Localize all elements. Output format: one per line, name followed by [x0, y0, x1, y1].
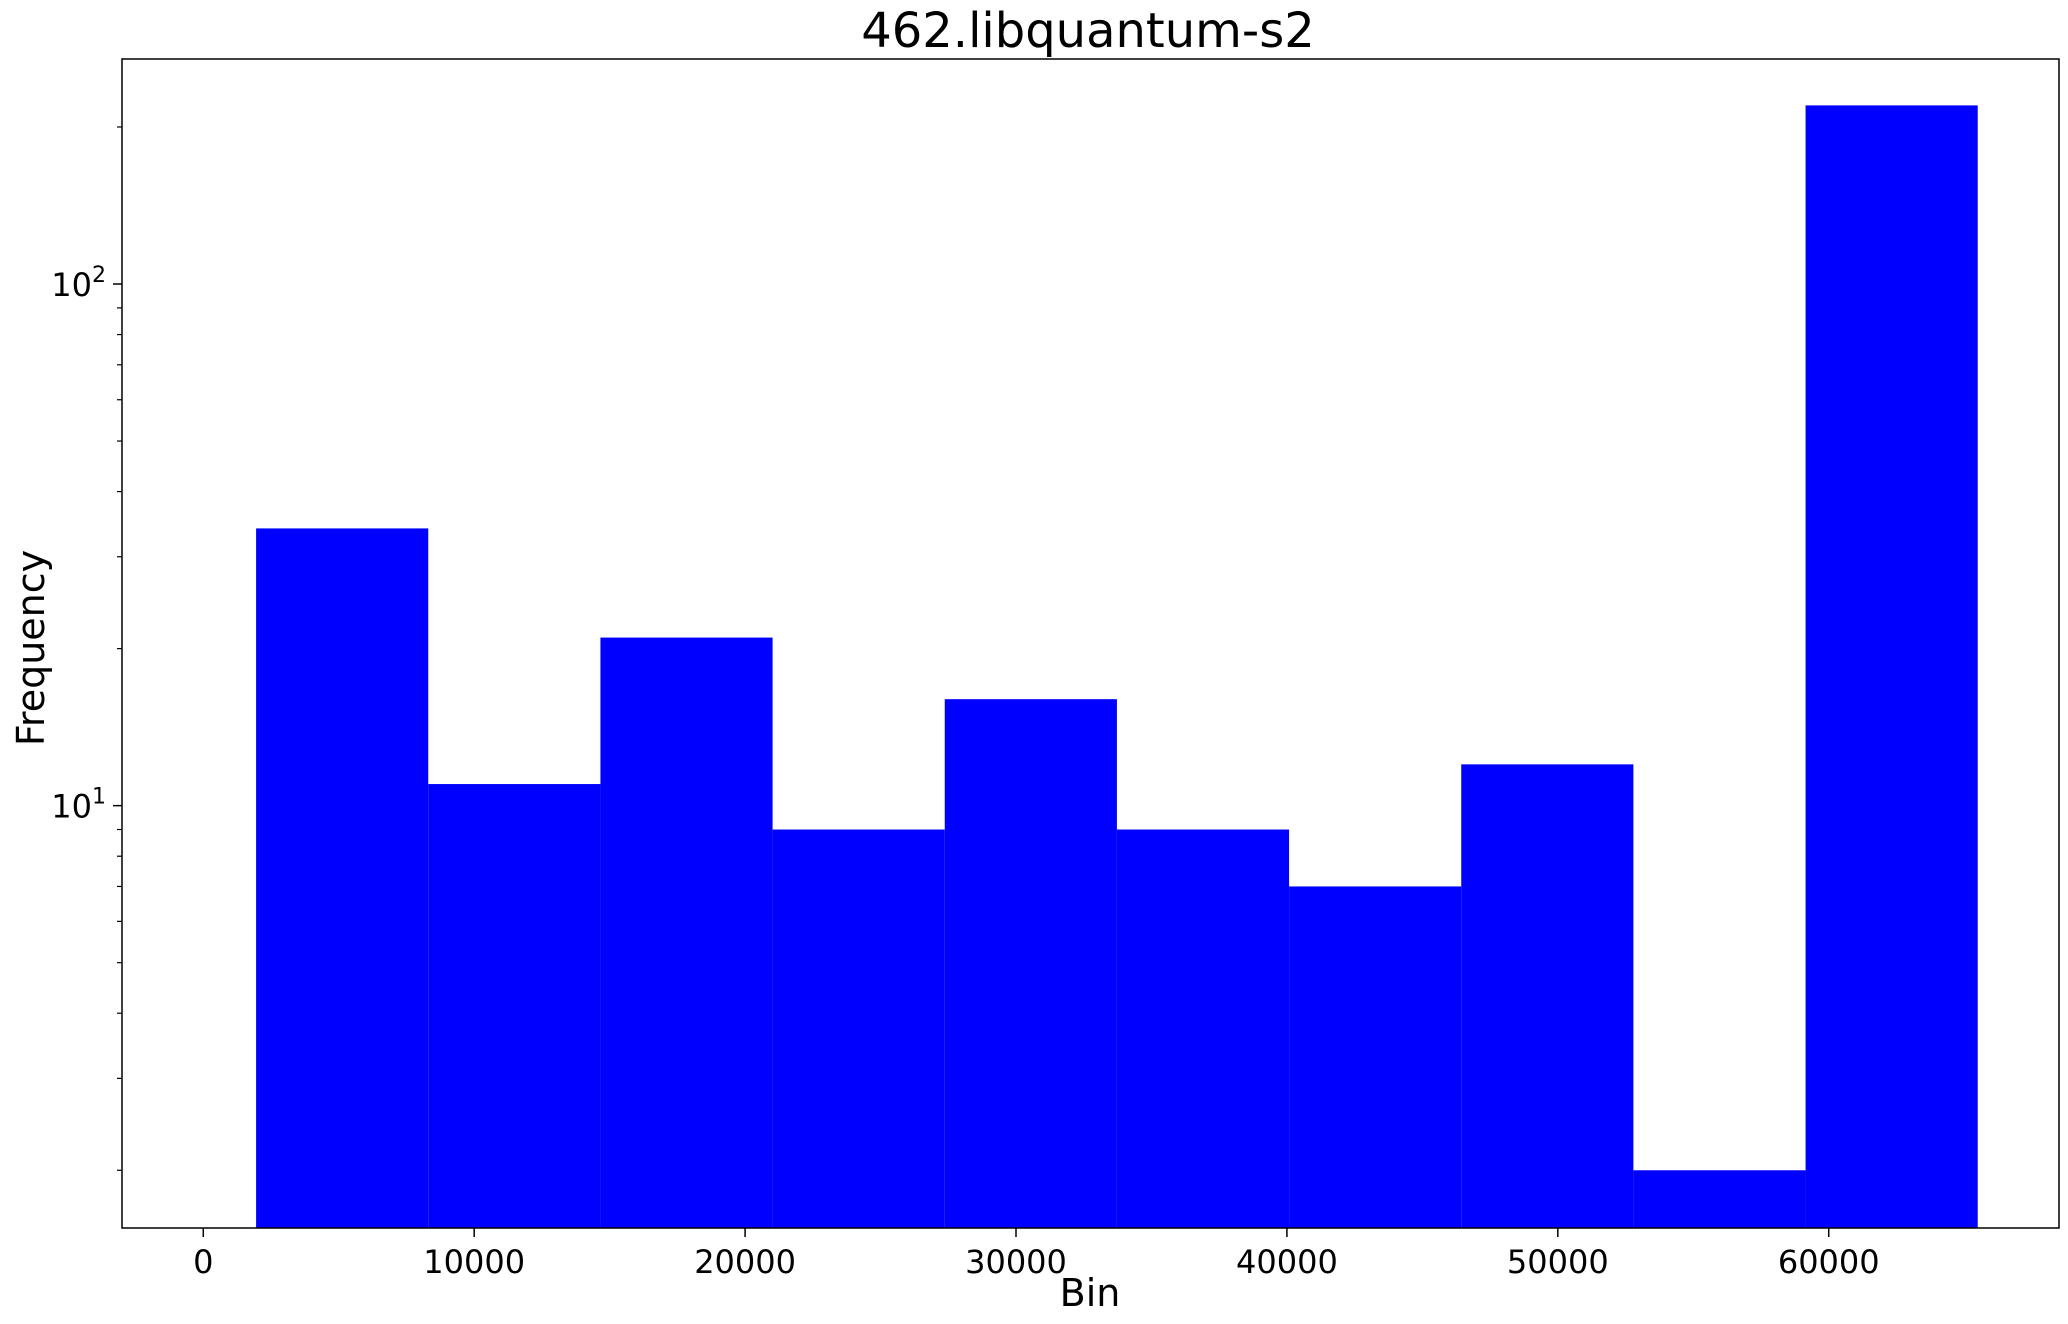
x-tick-label: 0 — [193, 1243, 213, 1281]
y-axis: 101 102 — [51, 126, 122, 1171]
histogram-bar — [1805, 105, 1978, 1228]
y-axis-label: Frequency — [9, 550, 53, 746]
y-tick-label: 102 — [51, 263, 106, 304]
plot-frame — [121, 58, 2060, 1229]
histogram-bar — [600, 637, 773, 1228]
chart-title: 462.libquantum-s2 — [861, 3, 1315, 59]
x-tick-label: 10000 — [423, 1243, 525, 1281]
x-tick-label: 30000 — [965, 1243, 1067, 1281]
x-axis-label: Bin — [1060, 1271, 1121, 1315]
histogram-bar — [256, 528, 429, 1228]
histogram-bar — [944, 699, 1117, 1228]
x-tick-label: 60000 — [1778, 1243, 1880, 1281]
histogram-bar — [772, 829, 945, 1228]
histogram-bar — [428, 784, 601, 1228]
histogram-bar — [1633, 1170, 1806, 1228]
histogram-bar — [1461, 764, 1634, 1228]
bars-group — [256, 105, 1978, 1228]
x-tick-label: 50000 — [1507, 1243, 1609, 1281]
x-axis: 0 10000 20000 30000 40000 50000 60000 — [193, 1228, 1880, 1281]
x-tick-label: 20000 — [694, 1243, 796, 1281]
histogram-bar — [1116, 829, 1290, 1228]
y-tick-label: 101 — [51, 785, 106, 826]
histogram-bar — [1289, 886, 1462, 1228]
x-tick-label: 40000 — [1236, 1243, 1338, 1281]
